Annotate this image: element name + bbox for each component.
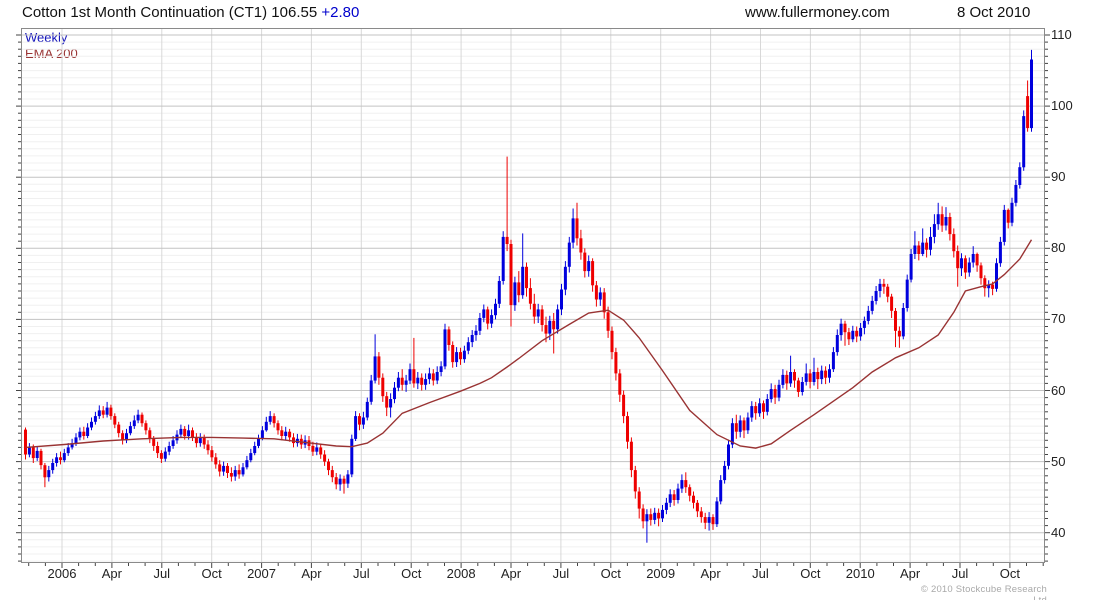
x-axis-label: Oct xyxy=(800,566,821,581)
legend-weekly: Weekly xyxy=(25,30,68,45)
price-chart-svg xyxy=(16,28,1050,568)
y-axis-label: 100 xyxy=(1051,98,1073,114)
instrument-and-price: Cotton 1st Month Continuation (CT1) 106.… xyxy=(22,4,318,21)
y-axis-label: 80 xyxy=(1051,240,1066,256)
y-axis-label: 50 xyxy=(1051,453,1066,469)
x-axis-label: Jul xyxy=(353,566,370,581)
x-axis-label: Apr xyxy=(101,566,122,581)
x-axis-label: Jul xyxy=(752,566,769,581)
x-axis-label: Apr xyxy=(700,566,721,581)
x-axis-label: 2006 xyxy=(47,566,77,581)
x-axis-label: Jul xyxy=(552,566,570,581)
chart-date: 8 Oct 2010 xyxy=(957,4,1031,21)
ema-line xyxy=(25,239,1033,449)
y-axis-label: 40 xyxy=(1051,524,1066,540)
legend-ema: EMA 200 xyxy=(25,46,78,61)
x-axis-label: 2009 xyxy=(646,566,676,581)
gridlines xyxy=(21,28,1045,563)
y-axis-label: 70 xyxy=(1051,311,1066,327)
x-axis-label: Oct xyxy=(600,566,621,581)
x-axis-label: 2007 xyxy=(247,566,276,581)
plot-border xyxy=(21,28,1045,563)
y-axis-label: 110 xyxy=(1051,27,1072,42)
x-axis-label: Oct xyxy=(999,566,1021,581)
x-axis-label: Apr xyxy=(301,566,322,581)
plot-area xyxy=(16,28,1050,568)
axis-ticks xyxy=(16,34,1050,568)
x-axis-label: Jul xyxy=(951,566,969,581)
x-axis-label: Apr xyxy=(900,566,921,581)
x-axis-label: Apr xyxy=(500,566,522,581)
x-axis-label: Jul xyxy=(153,566,171,581)
weekly-candles xyxy=(24,49,1033,543)
x-axis-label: 2008 xyxy=(446,566,476,581)
header-right: www.fullermoney.com 8 Oct 2010 xyxy=(745,4,1030,21)
chart-title: Cotton 1st Month Continuation (CT1) 106.… xyxy=(22,4,359,21)
price-change: +2.80 xyxy=(321,4,360,21)
y-axis-label: 60 xyxy=(1051,382,1066,398)
x-axis-label: 2010 xyxy=(845,566,875,581)
legend: Weekly EMA 200 xyxy=(25,30,78,62)
site-url: www.fullermoney.com xyxy=(745,4,890,21)
copyright-notice: © 2010 Stockcube Research Ltd xyxy=(920,584,1047,600)
y-axis-label: 90 xyxy=(1051,169,1066,185)
x-axis-label: Oct xyxy=(201,566,222,581)
x-axis-label: Oct xyxy=(401,566,422,581)
